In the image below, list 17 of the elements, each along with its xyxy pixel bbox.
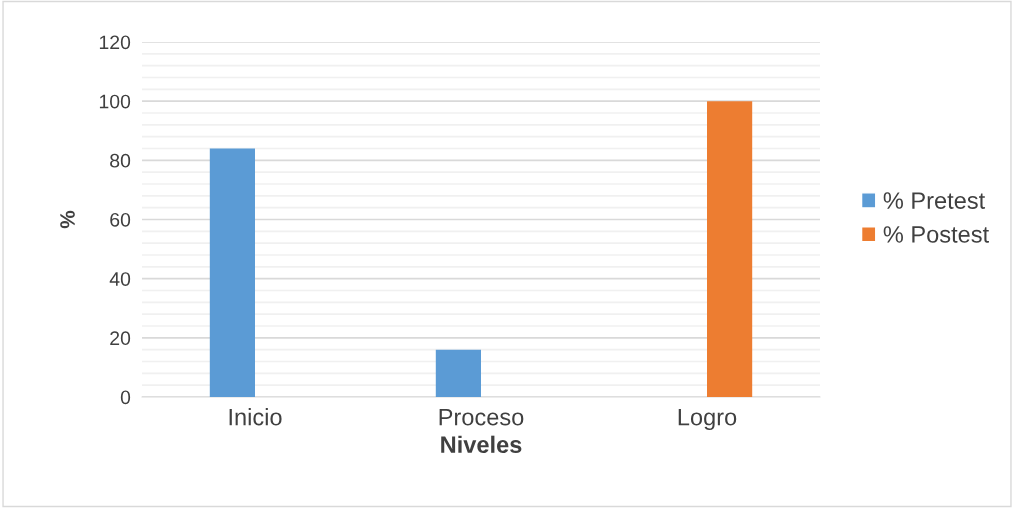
legend-label: % Postest bbox=[883, 226, 989, 243]
bar bbox=[707, 101, 753, 397]
x-tick-label: Logro bbox=[678, 408, 737, 431]
y-tick-label: 120 bbox=[99, 35, 131, 50]
y-tick-label: 20 bbox=[110, 331, 131, 346]
y-tick-label: 100 bbox=[99, 94, 131, 109]
x-tick-label: Inicio bbox=[229, 408, 282, 426]
x-axis-title: Niveles bbox=[441, 435, 522, 454]
y-tick-label: 0 bbox=[120, 390, 131, 405]
y-tick-label: 40 bbox=[109, 272, 131, 286]
x-tick-label: Proceso bbox=[439, 408, 524, 426]
legend-label: % Pretest bbox=[883, 192, 986, 209]
y-tick-label: 60 bbox=[110, 212, 131, 227]
y-tick-label: 80 bbox=[110, 153, 131, 168]
bar bbox=[435, 349, 481, 397]
bar bbox=[209, 148, 255, 397]
y-axis-title: % bbox=[60, 210, 75, 229]
